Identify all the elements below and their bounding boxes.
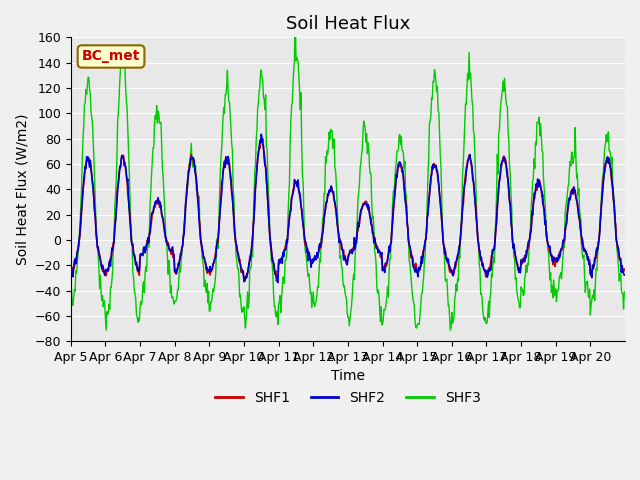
Title: Soil Heat Flux: Soil Heat Flux bbox=[286, 15, 410, 33]
Text: BC_met: BC_met bbox=[82, 49, 140, 63]
Y-axis label: Soil Heat Flux (W/m2): Soil Heat Flux (W/m2) bbox=[15, 113, 29, 265]
Legend: SHF1, SHF2, SHF3: SHF1, SHF2, SHF3 bbox=[209, 385, 486, 410]
X-axis label: Time: Time bbox=[331, 370, 365, 384]
